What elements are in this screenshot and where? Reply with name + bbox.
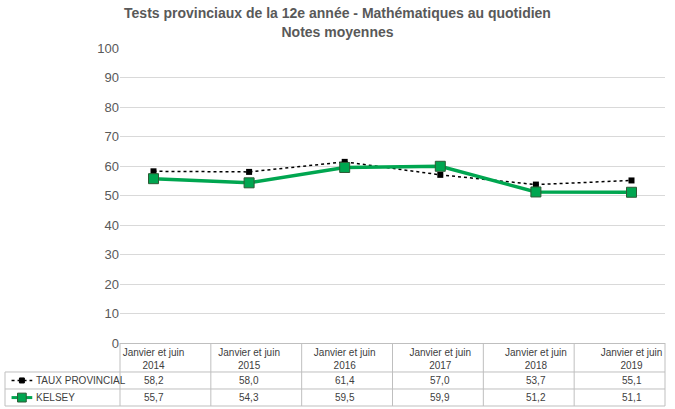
svg-text:54,3: 54,3 [239, 392, 259, 403]
svg-text:0: 0 [112, 336, 119, 351]
svg-text:20: 20 [105, 277, 119, 292]
svg-text:51,2: 51,2 [526, 392, 546, 403]
svg-text:Janvier et juin2017: Janvier et juin2017 [409, 347, 471, 371]
svg-text:60: 60 [105, 159, 119, 174]
svg-text:KELSEY: KELSEY [36, 392, 75, 403]
svg-text:10: 10 [105, 306, 119, 321]
svg-text:55,7: 55,7 [144, 392, 164, 403]
svg-text:55,1: 55,1 [622, 375, 642, 386]
svg-text:90: 90 [105, 70, 119, 85]
svg-text:58,0: 58,0 [239, 375, 259, 386]
svg-text:100: 100 [97, 41, 119, 56]
svg-text:80: 80 [105, 100, 119, 115]
svg-text:70: 70 [105, 129, 119, 144]
svg-text:Janvier et juin2016: Janvier et juin2016 [314, 347, 376, 371]
svg-text:Tests provinciaux de la 12e an: Tests provinciaux de la 12e année - Math… [124, 5, 551, 39]
svg-text:Janvier et juin2014: Janvier et juin2014 [123, 347, 185, 371]
svg-text:59,9: 59,9 [430, 392, 450, 403]
svg-text:40: 40 [105, 218, 119, 233]
svg-text:53,7: 53,7 [526, 375, 546, 386]
svg-text:61,4: 61,4 [335, 375, 355, 386]
svg-text:58,2: 58,2 [144, 375, 164, 386]
svg-text:50: 50 [105, 188, 119, 203]
svg-text:Janvier et juin2015: Janvier et juin2015 [218, 347, 280, 371]
svg-text:Janvier et juin2018: Janvier et juin2018 [505, 347, 567, 371]
svg-text:57,0: 57,0 [430, 375, 450, 386]
svg-text:TAUX PROVINCIAL: TAUX PROVINCIAL [36, 375, 126, 386]
svg-text:30: 30 [105, 247, 119, 262]
svg-text:59,5: 59,5 [335, 392, 355, 403]
svg-text:Janvier et juin2019: Janvier et juin2019 [601, 347, 663, 371]
svg-text:51,1: 51,1 [622, 392, 642, 403]
